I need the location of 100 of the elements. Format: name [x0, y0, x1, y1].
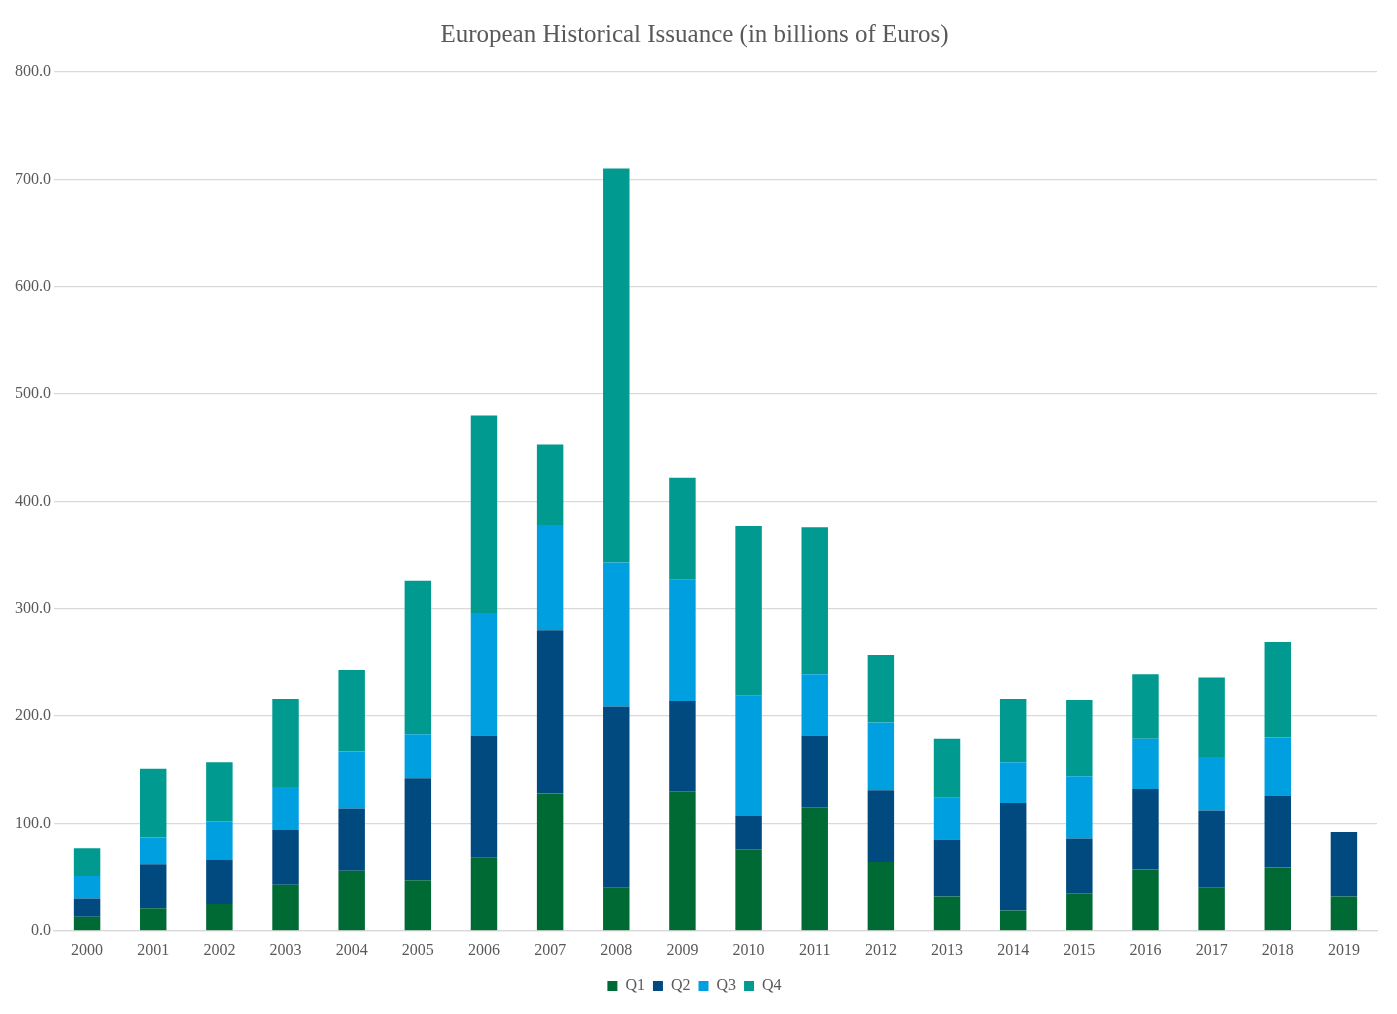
- bar: [801, 807, 828, 931]
- y-tick-label: 300.0: [15, 598, 51, 616]
- bar: [536, 444, 564, 526]
- bar: [801, 674, 828, 736]
- y-tick-label: 500.0: [15, 384, 51, 402]
- bar: [867, 790, 895, 863]
- x-tick-label: 2007: [534, 940, 567, 958]
- bar: [603, 562, 630, 707]
- bar: [73, 876, 101, 899]
- bar: [1198, 756, 1225, 811]
- x-tick-label: 2000: [71, 940, 104, 958]
- y-tick-label: 600.0: [15, 276, 51, 294]
- bar: [1066, 838, 1093, 894]
- bar: [1132, 869, 1159, 931]
- legend-label: Q4: [762, 976, 782, 994]
- bar: [1066, 700, 1093, 777]
- bar: [999, 803, 1027, 911]
- x-tick-label: 2017: [1195, 940, 1228, 958]
- x-tick-label: 2005: [401, 940, 434, 958]
- x-tick-label: 2003: [269, 940, 302, 958]
- bar: [206, 859, 233, 904]
- bar: [470, 415, 498, 614]
- bar: [801, 735, 828, 808]
- bar: [1132, 789, 1159, 870]
- x-tick-label: 2019: [1327, 940, 1360, 958]
- bar: [1066, 893, 1093, 931]
- bar: [73, 916, 101, 931]
- bar: [669, 701, 696, 792]
- bar: [140, 908, 167, 931]
- bar: [1132, 674, 1159, 739]
- bar: [272, 829, 299, 885]
- bar: [933, 797, 961, 840]
- bar: [206, 903, 233, 931]
- bar: [206, 821, 233, 860]
- y-tick-label: 800.0: [15, 62, 51, 80]
- chart-title: European Historical Issuance (in billions of Euros): [440, 19, 949, 48]
- bar: [999, 698, 1027, 763]
- bar: [867, 654, 895, 723]
- bar: [735, 849, 762, 931]
- bar: [206, 762, 233, 822]
- y-tick-label: 100.0: [15, 813, 51, 831]
- bar: [1198, 887, 1225, 931]
- bar: [801, 527, 828, 675]
- legend-label: Q1: [625, 976, 645, 994]
- bar: [140, 864, 167, 909]
- bar: [272, 698, 299, 787]
- bar: [735, 695, 762, 816]
- legend-label: Q3: [716, 976, 737, 994]
- x-tick-label: 2015: [1063, 940, 1096, 958]
- bar: [603, 887, 630, 931]
- y-tick-label: 400.0: [15, 491, 51, 509]
- y-tick-label: 700.0: [15, 169, 51, 187]
- bar: [1264, 867, 1292, 931]
- bar: [1132, 738, 1159, 790]
- bar: [338, 870, 365, 931]
- x-tick-label: 2004: [335, 940, 368, 958]
- x-tick-label: 2012: [864, 940, 897, 958]
- bar: [338, 808, 365, 871]
- x-tick-label: 2009: [666, 940, 699, 958]
- bar: [536, 793, 564, 931]
- x-tick-label: 2018: [1261, 940, 1294, 958]
- bar: [536, 525, 564, 631]
- bar: [735, 815, 762, 850]
- bar: [338, 751, 365, 809]
- x-tick-label: 2002: [203, 940, 236, 958]
- y-tick-label: 0.0: [31, 921, 51, 938]
- bar: [404, 580, 432, 735]
- x-tick-label: 2006: [467, 940, 500, 958]
- bar: [1198, 810, 1225, 888]
- bar: [536, 630, 564, 794]
- bar: [1066, 776, 1093, 839]
- y-tick-label: 200.0: [15, 706, 51, 724]
- bar: [933, 896, 961, 931]
- bar: [470, 735, 498, 858]
- bar: [404, 880, 432, 931]
- bar: [1198, 677, 1225, 757]
- bar: [1264, 795, 1292, 868]
- legend-label: Q2: [670, 976, 691, 994]
- bar: [933, 738, 961, 798]
- x-tick-label: 2016: [1129, 940, 1162, 958]
- bar: [470, 857, 498, 931]
- bar: [272, 786, 299, 830]
- x-tick-label: 2014: [997, 940, 1030, 958]
- bar: [404, 734, 432, 779]
- bar: [867, 862, 895, 931]
- x-tick-label: 2013: [931, 940, 964, 958]
- x-tick-label: 2008: [600, 940, 633, 958]
- bar: [1264, 642, 1292, 738]
- x-tick-label: 2010: [732, 940, 765, 958]
- x-tick-label: 2011: [799, 940, 831, 958]
- bar: [669, 791, 696, 931]
- bar: [73, 898, 101, 917]
- bar: [735, 526, 762, 696]
- bar: [999, 910, 1027, 931]
- bar: [140, 837, 167, 865]
- bar: [404, 778, 432, 881]
- bar: [1264, 737, 1292, 796]
- bar: [272, 884, 299, 931]
- bar: [933, 839, 961, 897]
- bar: [338, 669, 365, 752]
